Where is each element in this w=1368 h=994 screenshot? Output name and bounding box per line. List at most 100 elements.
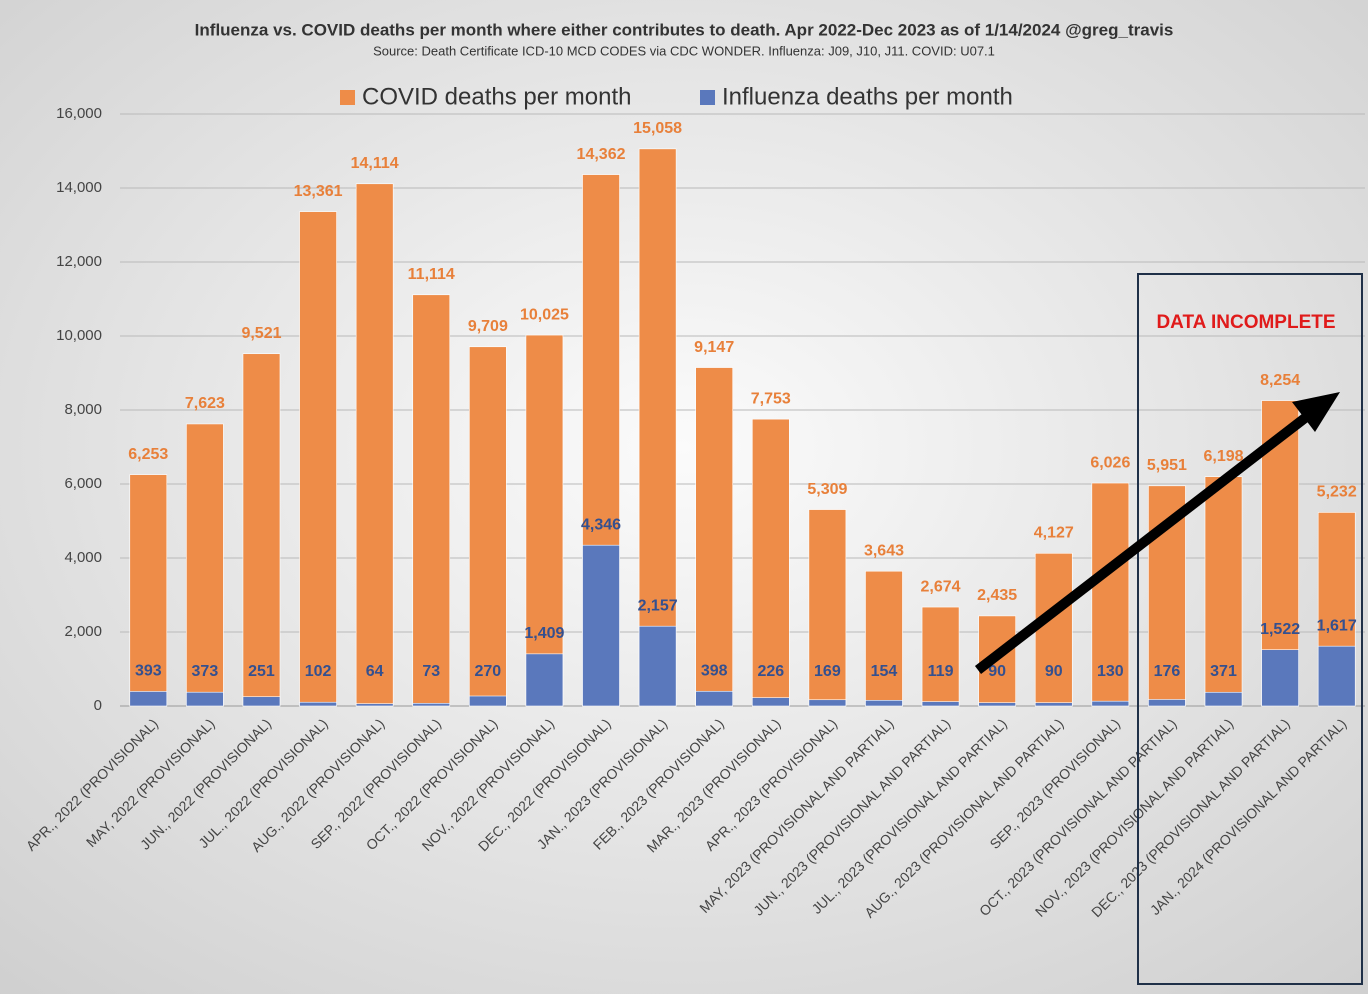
bar — [582, 544, 620, 707]
value-label: 14,362 — [577, 146, 626, 163]
value-label: 4,346 — [581, 516, 621, 533]
bar — [129, 474, 168, 707]
value-label: 7,753 — [751, 390, 791, 407]
value-label: 64 — [366, 663, 384, 680]
bar — [1034, 553, 1073, 707]
value-label: 130 — [1097, 663, 1124, 680]
y-tick-label: 14,000 — [56, 179, 102, 196]
y-tick-label: 6,000 — [64, 475, 102, 492]
bar — [865, 700, 903, 707]
arrow-head — [1292, 392, 1340, 432]
y-tick-label: 8,000 — [64, 401, 102, 418]
value-label: 2,157 — [638, 597, 678, 614]
bar — [808, 509, 847, 707]
bar — [865, 570, 903, 707]
bar — [1261, 649, 1299, 707]
value-label: 7,623 — [185, 395, 225, 412]
legend-label: Influenza deaths per month — [722, 83, 1013, 110]
incomplete-box — [1137, 273, 1363, 985]
bar — [355, 183, 394, 707]
bar — [1204, 691, 1243, 707]
trend-arrow — [974, 414, 1309, 674]
value-label: 2,435 — [977, 587, 1017, 604]
bar — [921, 606, 960, 707]
bar — [978, 702, 1016, 707]
value-label: 73 — [422, 663, 440, 680]
bar — [638, 625, 677, 707]
value-label: 9,521 — [241, 325, 281, 342]
bar — [1148, 699, 1186, 707]
y-tick-label: 12,000 — [56, 253, 102, 270]
bar — [525, 653, 564, 707]
value-label: 6,026 — [1090, 454, 1130, 471]
bar — [751, 418, 790, 707]
value-label: 13,361 — [294, 183, 343, 200]
value-label: 14,114 — [351, 155, 399, 172]
bar — [695, 367, 734, 707]
value-label: 251 — [248, 663, 275, 680]
value-label: 2,674 — [921, 578, 961, 595]
bar — [412, 702, 451, 707]
value-label: 6,253 — [128, 446, 168, 463]
value-label: 5,309 — [807, 481, 847, 498]
bar — [242, 696, 281, 707]
value-label: 169 — [814, 663, 841, 680]
value-label: 371 — [1210, 663, 1237, 680]
bar — [469, 695, 507, 707]
bar — [242, 353, 281, 707]
value-label: 398 — [701, 662, 728, 679]
value-label: 102 — [305, 663, 332, 680]
legend-swatch — [340, 90, 355, 105]
bar — [469, 346, 507, 707]
value-label: 90 — [1045, 663, 1063, 680]
bar — [412, 294, 451, 707]
bar — [129, 691, 168, 707]
bar — [751, 697, 790, 707]
bar — [525, 334, 564, 707]
bar — [299, 701, 337, 707]
value-label: 4,127 — [1034, 525, 1074, 542]
y-tick-label: 4,000 — [64, 549, 102, 566]
y-tick-label: 10,000 — [56, 327, 102, 344]
legend-swatch — [700, 90, 715, 105]
bar — [638, 148, 677, 707]
value-label: 5,232 — [1317, 484, 1357, 501]
bar — [695, 690, 734, 707]
value-label: 11,114 — [408, 266, 455, 283]
bar — [186, 423, 224, 707]
value-label: 5,951 — [1147, 457, 1187, 474]
value-label: 176 — [1154, 663, 1181, 680]
value-label: 8,254 — [1260, 372, 1300, 389]
value-label: 119 — [928, 663, 954, 680]
chart-subtitle: Source: Death Certificate ICD-10 MCD COD… — [373, 43, 995, 58]
value-label: 3,643 — [864, 542, 904, 559]
bar — [299, 211, 337, 707]
value-label: 154 — [871, 663, 898, 680]
bar — [186, 691, 224, 707]
y-tick-label: 0 — [94, 697, 102, 714]
value-label: 1,409 — [524, 625, 564, 642]
value-label: 9,147 — [694, 339, 734, 356]
value-label: 1,617 — [1317, 617, 1357, 634]
value-label: 10,025 — [520, 306, 569, 323]
value-label: 226 — [757, 663, 784, 680]
bar — [1317, 645, 1356, 707]
legend-label: COVID deaths per month — [362, 83, 631, 110]
bar — [1034, 702, 1073, 707]
value-label: 1,522 — [1260, 621, 1300, 638]
bar — [921, 701, 960, 707]
bar — [1091, 700, 1130, 707]
value-label: 373 — [192, 663, 219, 680]
value-label: 270 — [474, 663, 501, 680]
value-label: 15,058 — [633, 120, 682, 137]
value-label: 6,198 — [1203, 448, 1243, 465]
bar — [808, 699, 847, 707]
bar — [1204, 476, 1243, 707]
y-tick-label: 2,000 — [64, 623, 102, 640]
value-label: 9,709 — [468, 318, 508, 335]
chart-title: Influenza vs. COVID deaths per month whe… — [195, 20, 1174, 39]
y-tick-label: 16,000 — [56, 105, 102, 122]
bar — [355, 703, 394, 707]
